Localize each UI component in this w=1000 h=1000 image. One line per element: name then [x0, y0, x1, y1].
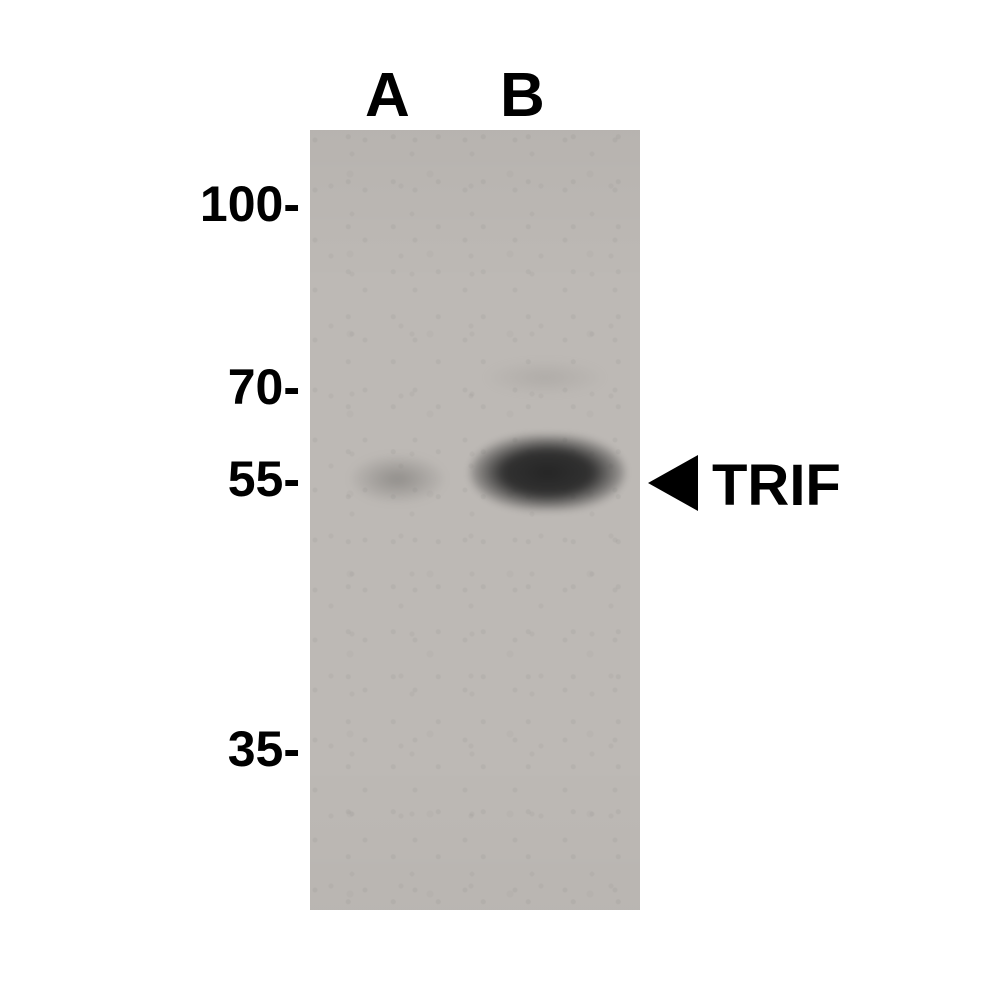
band-lane-a-trif: [350, 455, 445, 503]
target-arrow-icon: [648, 455, 698, 511]
blot-membrane: [310, 130, 640, 910]
target-label-trif: TRIF: [712, 452, 841, 519]
lane-header-a: A: [365, 60, 410, 131]
mw-marker-100: 100-: [150, 175, 300, 233]
lane-header-b: B: [500, 60, 545, 131]
figure-canvas: A B 100- 70- 55- 35- TRIF: [0, 0, 1000, 1000]
band-lane-b-upper-faint: [485, 360, 605, 395]
mw-marker-35: 35-: [150, 720, 300, 778]
mw-marker-55: 55-: [150, 450, 300, 508]
band-lane-b-trif: [470, 435, 625, 510]
mw-marker-70: 70-: [150, 358, 300, 416]
